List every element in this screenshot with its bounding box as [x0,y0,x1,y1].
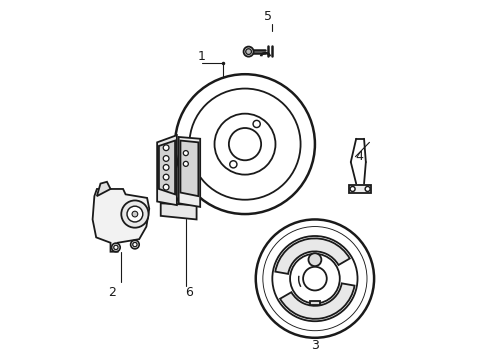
Text: 2: 2 [108,287,116,300]
Circle shape [290,254,340,303]
Text: 5: 5 [264,10,272,23]
Polygon shape [157,135,177,205]
Circle shape [163,156,169,161]
Text: 6: 6 [186,287,194,300]
Circle shape [133,242,137,247]
Text: 3: 3 [311,339,319,352]
Circle shape [183,161,188,166]
Polygon shape [310,301,320,305]
Circle shape [229,128,261,160]
Circle shape [256,220,374,338]
Polygon shape [159,140,175,194]
Circle shape [131,240,139,249]
Circle shape [215,114,275,175]
Polygon shape [93,189,149,252]
Circle shape [112,243,120,252]
Circle shape [230,161,237,168]
Circle shape [309,253,321,266]
Circle shape [114,245,118,249]
Circle shape [272,236,358,321]
Wedge shape [275,238,350,274]
Wedge shape [280,283,355,319]
Text: 1: 1 [198,50,206,63]
Circle shape [244,46,254,57]
Circle shape [163,165,169,170]
Circle shape [245,49,251,54]
Circle shape [122,201,148,228]
Circle shape [183,150,188,156]
Circle shape [132,211,138,217]
Polygon shape [349,185,371,193]
Text: 4: 4 [355,150,363,163]
Circle shape [303,267,327,291]
Circle shape [163,184,169,190]
Circle shape [163,174,169,180]
Polygon shape [97,182,111,196]
Circle shape [350,186,355,192]
Circle shape [127,206,143,222]
Circle shape [190,89,300,200]
Circle shape [163,145,169,150]
Circle shape [175,74,315,214]
Circle shape [365,186,370,192]
Circle shape [263,226,367,331]
Polygon shape [180,140,198,196]
Polygon shape [161,203,196,220]
Circle shape [253,120,260,127]
Polygon shape [179,137,200,207]
